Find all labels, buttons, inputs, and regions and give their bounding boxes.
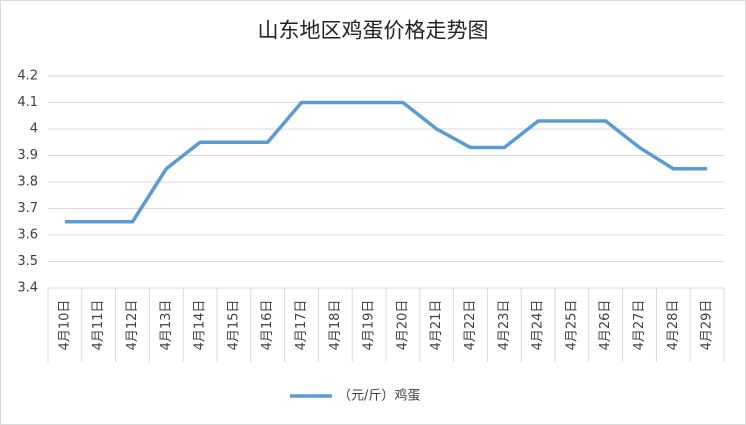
legend-label: （元/斤）鸡蛋 [338,388,420,404]
x-tick-label: 4月23日 [497,300,512,351]
x-tick-label: 4月15日 [226,300,241,351]
y-tick-label: 3.5 [17,254,38,269]
x-tick-label: 4月25日 [564,300,579,351]
x-tick-label: 4月11日 [91,300,106,351]
y-tick-label: 4 [30,122,38,137]
x-tick-label: 4月27日 [632,300,647,351]
y-tick-label: 3.7 [17,201,38,216]
y-tick-label: 3.4 [17,281,38,296]
x-tick-label: 4月26日 [598,300,613,351]
y-tick-label: 3.6 [17,228,38,243]
x-tick-label: 4月22日 [463,300,478,351]
y-tick-label: 4.2 [17,69,38,84]
x-tick-label: 4月13日 [159,300,174,351]
x-tick-label: 4月14日 [193,300,208,351]
x-tick-label: 4月29日 [700,300,715,351]
y-tick-label: 3.8 [17,175,38,190]
x-tick-label: 4月17日 [294,300,309,351]
x-tick-label: 4月21日 [429,300,444,351]
y-tick-label: 4.1 [17,95,38,110]
x-tick-label: 4月18日 [328,300,343,351]
data-line [64,100,708,224]
y-tick-label: 3.9 [17,148,38,163]
x-tick-label: 4月20日 [395,300,410,351]
x-tick-label: 4月10日 [57,300,72,351]
x-tick-label: 4月24日 [531,300,546,351]
x-tick-label: 4月16日 [260,300,275,351]
x-tick-label: 4月19日 [362,300,377,351]
chart-title: 山东地区鸡蛋价格走势图 [258,19,489,43]
x-tick-label: 4月12日 [125,300,140,351]
x-tick-label: 4月28日 [666,300,681,351]
